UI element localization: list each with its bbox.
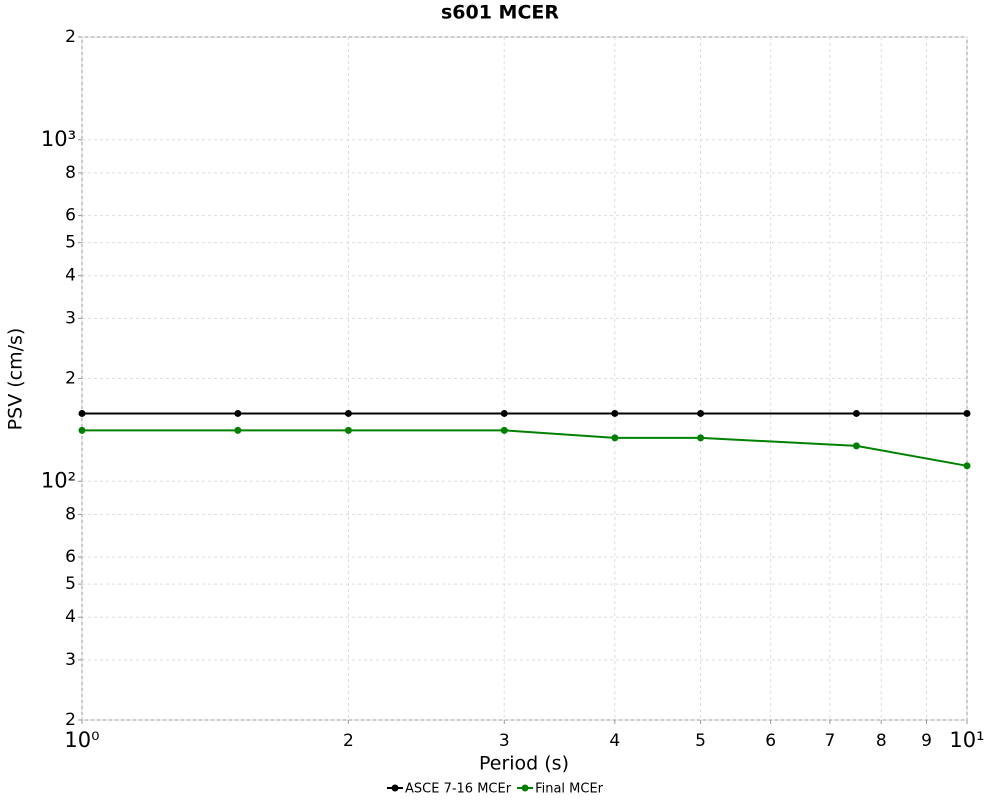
x-tick-label: 8 <box>876 731 887 751</box>
y-tick-label: 4 <box>65 607 76 627</box>
x-tick-label: 10⁰ <box>64 728 99 752</box>
y-tick-label: 10² <box>41 468 76 492</box>
point <box>500 426 508 434</box>
x-tick-label: 9 <box>921 731 932 751</box>
y-tick-label: 6 <box>65 206 76 226</box>
legend-marker <box>391 784 399 792</box>
point <box>78 409 86 417</box>
x-tick-label: 3 <box>499 731 510 751</box>
y-axis-label: PSV (cm/s) <box>5 328 27 431</box>
y-tick-label: 4 <box>65 266 76 286</box>
x-tick-label: 2 <box>343 731 354 751</box>
y-tick-label: 5 <box>65 574 76 594</box>
legend-label: ASCE 7-16 MCEr <box>405 782 512 797</box>
point <box>963 462 971 470</box>
y-tick-label: 6 <box>65 547 76 567</box>
point <box>697 409 705 417</box>
point <box>852 442 860 450</box>
y-tick-label: 2 <box>65 27 76 47</box>
series-line <box>82 429 968 467</box>
y-tick-label: 5 <box>65 233 76 253</box>
x-tick-label: 10¹ <box>949 728 984 752</box>
y-tick-label: 8 <box>65 504 76 524</box>
point <box>344 426 352 434</box>
point <box>963 409 971 417</box>
chart-title: s601 MCER <box>441 2 559 24</box>
x-tick-label: 5 <box>695 731 706 751</box>
plot-area <box>81 36 968 721</box>
y-tick-label: 2 <box>65 710 76 730</box>
x-tick-label: 6 <box>765 731 776 751</box>
point <box>234 426 242 434</box>
y-tick-label: 8 <box>65 163 76 183</box>
x-tick-label: 7 <box>824 731 835 751</box>
x-axis-label: Period (s) <box>479 753 569 775</box>
y-tick-label: 10³ <box>41 127 76 151</box>
point <box>234 409 242 417</box>
legend-label: Final MCEr <box>535 782 604 797</box>
point <box>344 409 352 417</box>
y-tick-label: 3 <box>65 650 76 670</box>
y-tick-label: 3 <box>65 308 76 328</box>
point <box>697 434 705 442</box>
x-tick-label: 4 <box>609 731 620 751</box>
point <box>611 409 619 417</box>
y-tick-label: 2 <box>65 369 76 389</box>
point <box>500 409 508 417</box>
point <box>852 409 860 417</box>
legend-marker <box>521 784 529 792</box>
point <box>78 426 86 434</box>
point <box>611 434 619 442</box>
